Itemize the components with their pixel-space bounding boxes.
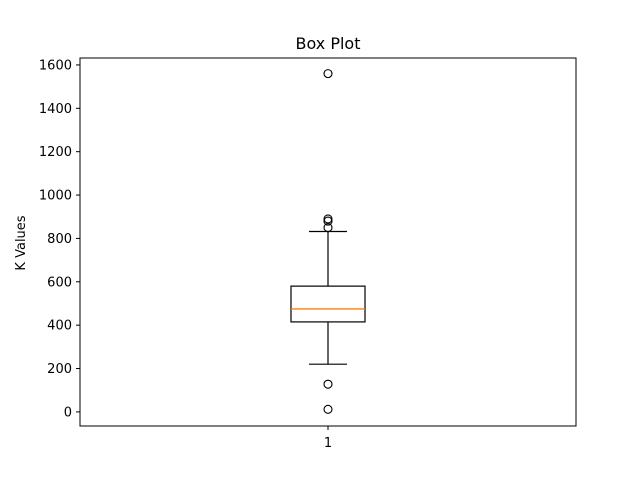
y-tick-label: 1600 xyxy=(39,58,72,73)
x-axis-ticks: 1 xyxy=(324,426,332,451)
chart-title: Box Plot xyxy=(296,34,361,53)
x-tick-label: 1 xyxy=(324,436,332,451)
y-tick-label: 1200 xyxy=(39,145,72,160)
y-tick-label: 0 xyxy=(64,405,72,420)
outlier-point xyxy=(323,216,333,226)
y-tick-label: 400 xyxy=(47,319,72,334)
y-tick-label: 800 xyxy=(47,232,72,247)
outlier-point xyxy=(323,404,333,414)
y-axis-label: K Values xyxy=(14,215,29,270)
y-tick-label: 200 xyxy=(47,362,72,377)
y-tick-label: 600 xyxy=(47,275,72,290)
plot-area-frame xyxy=(79,57,577,427)
outlier-point xyxy=(323,379,333,389)
box-plot-marks xyxy=(290,69,366,414)
y-axis-ticks: 0 200 400 600 800 1000 1200 1400 1600 xyxy=(39,58,80,420)
y-tick-label: 1000 xyxy=(39,189,72,204)
outlier-point xyxy=(323,214,333,224)
outlier-point xyxy=(323,69,333,79)
outlier-point xyxy=(323,223,333,233)
interquartile-box xyxy=(290,285,366,323)
y-tick-label: 1400 xyxy=(39,102,72,117)
